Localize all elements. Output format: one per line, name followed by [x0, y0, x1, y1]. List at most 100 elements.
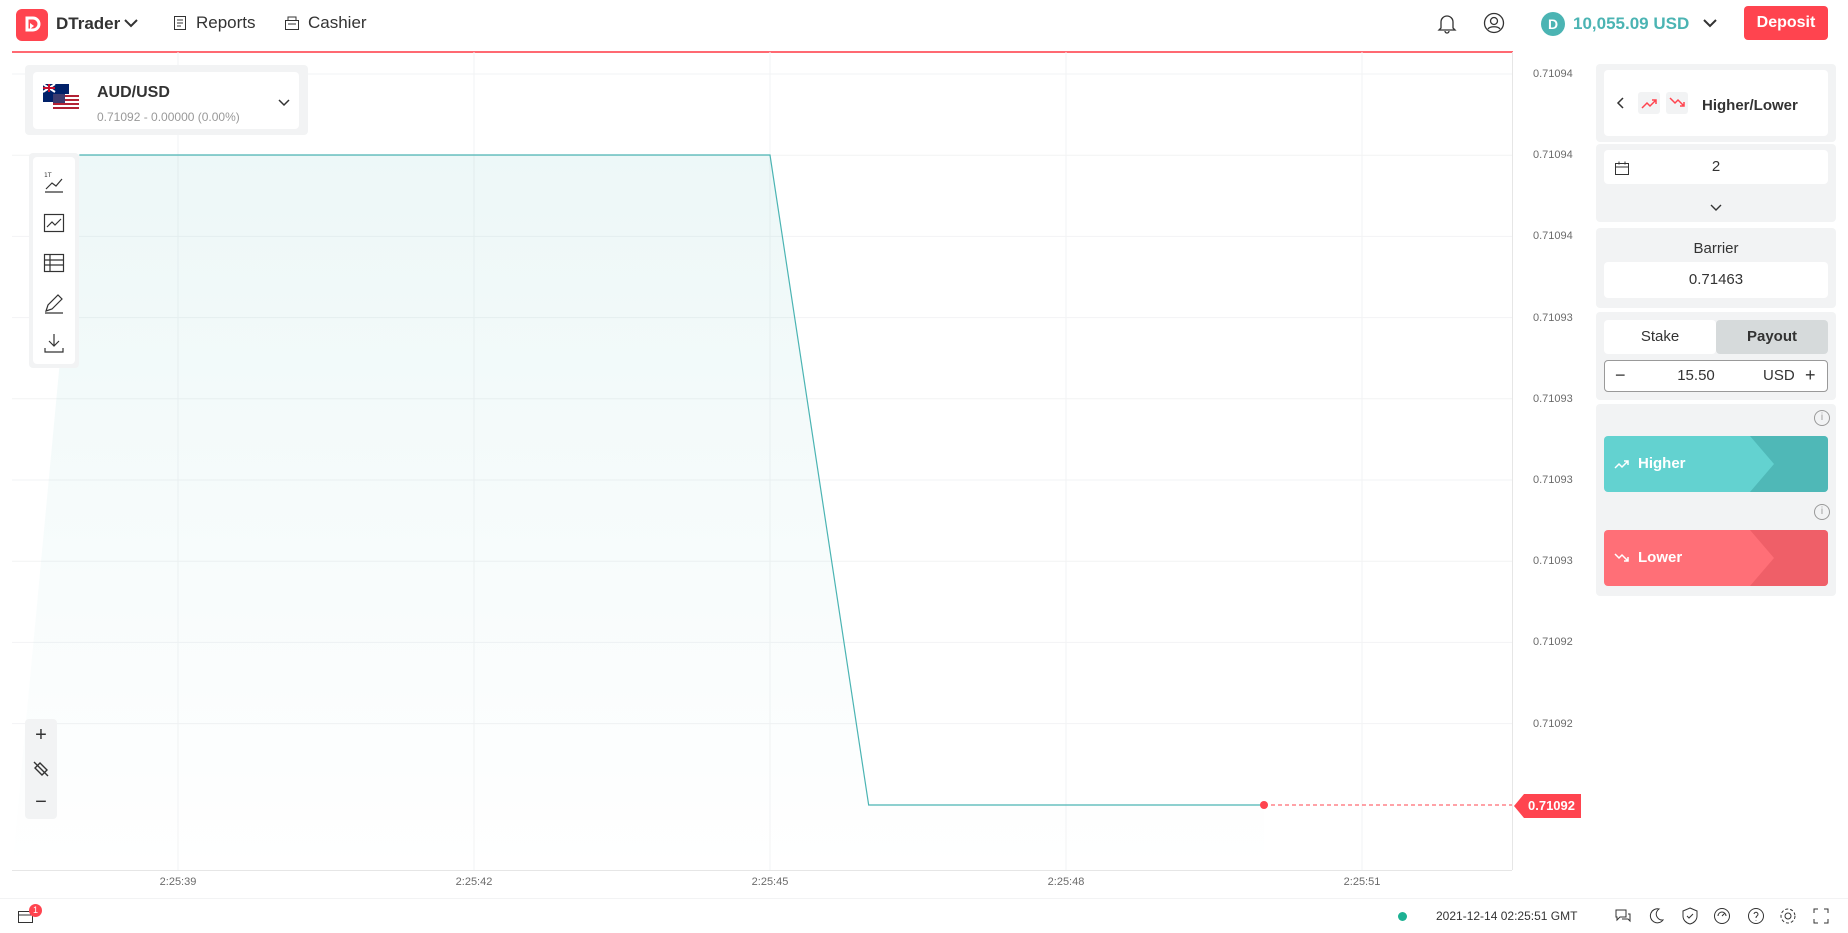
- reset-zoom-button[interactable]: [25, 753, 57, 785]
- help-icon[interactable]: [1747, 907, 1765, 930]
- increment-button[interactable]: +: [1805, 365, 1816, 385]
- amount-value: 15.50: [1677, 367, 1715, 384]
- header: DTrader Reports Cashier D 10,055.09 USD …: [0, 0, 1848, 48]
- chart-type-icon[interactable]: 1T: [42, 171, 66, 195]
- chevron-down-icon[interactable]: [123, 15, 139, 36]
- barrier-line: [12, 51, 1513, 53]
- lower-label: Lower: [1638, 549, 1683, 566]
- lower-button[interactable]: Lower: [1604, 530, 1828, 586]
- templates-icon[interactable]: [42, 251, 66, 275]
- footer: 1 2021-12-14 02:25:51 GMT: [0, 898, 1848, 933]
- market-selector[interactable]: AUD/USD 0.71092 - 0.00000 (0.00%): [25, 65, 308, 135]
- settings-icon[interactable]: [1779, 907, 1797, 930]
- x-axis-tick: 2:25:39: [159, 876, 197, 888]
- x-axis-tick: 2:25:48: [1047, 876, 1085, 888]
- y-axis-tick: 0.71092: [1533, 636, 1573, 649]
- deriv-logo[interactable]: [16, 9, 48, 41]
- price-area: [12, 155, 1264, 870]
- shield-icon[interactable]: [1681, 907, 1699, 930]
- aud-usd-flag-icon: [43, 84, 79, 112]
- y-axis-tick: 0.71093: [1533, 555, 1573, 568]
- gauge-icon[interactable]: [1713, 907, 1731, 930]
- account-icon[interactable]: [1483, 12, 1505, 39]
- chat-icon[interactable]: [1614, 907, 1632, 930]
- reports-link[interactable]: Reports: [172, 13, 256, 33]
- y-axis-tick: 0.71093: [1533, 311, 1573, 324]
- barrier-input[interactable]: 0.71463: [1604, 262, 1828, 298]
- current-price-tag: 0.71092: [1514, 794, 1581, 818]
- network-status-icon: [1398, 912, 1407, 921]
- notification-badge: 1: [29, 904, 42, 917]
- x-axis-tick: 2:25:45: [751, 876, 789, 888]
- duration-value: 2: [1711, 158, 1721, 175]
- server-time: 2021-12-14 02:25:51 GMT: [1436, 909, 1578, 923]
- chevron-left-icon[interactable]: [1614, 96, 1628, 110]
- button-shade: [1750, 436, 1828, 492]
- cashier-label: Cashier: [308, 13, 367, 32]
- demo-account-icon: D: [1541, 12, 1565, 36]
- higher-icon: [1614, 459, 1629, 469]
- trade-type-selector[interactable]: Higher/Lower: [1604, 70, 1828, 136]
- download-icon[interactable]: [42, 331, 66, 355]
- trade-type-label: Higher/Lower: [1702, 97, 1798, 114]
- price-line: [79, 154, 1264, 806]
- higher-label: Higher: [1638, 455, 1686, 472]
- y-axis-tick: 0.71093: [1533, 474, 1573, 486]
- y-axis-tick: 0.71094: [1533, 68, 1573, 80]
- barrier-card: Barrier 0.71463: [1596, 228, 1836, 308]
- info-icon[interactable]: i: [1814, 410, 1830, 426]
- trade-down-icon: [1666, 92, 1688, 114]
- reports-icon: [174, 16, 186, 30]
- y-axis-tick: 0.71093: [1533, 392, 1573, 405]
- currency-label: USD: [1763, 367, 1795, 384]
- chart-divider: [12, 870, 1512, 871]
- info-icon[interactable]: i: [1814, 504, 1830, 520]
- theme-icon[interactable]: [1647, 907, 1665, 930]
- drawing-tools-icon[interactable]: [42, 291, 66, 315]
- duration-input[interactable]: 2: [1604, 150, 1828, 184]
- zoom-out-button[interactable]: −: [35, 790, 47, 813]
- chart-divider: [1512, 52, 1513, 870]
- y-axis-tick: 0.71092: [1533, 717, 1573, 730]
- zoom-in-button[interactable]: +: [35, 723, 47, 746]
- x-axis-tick: 2:25:51: [1343, 876, 1381, 888]
- duration-card: 2: [1596, 144, 1836, 222]
- tab-stake[interactable]: Stake: [1604, 320, 1716, 354]
- tab-payout[interactable]: Payout: [1716, 320, 1828, 354]
- higher-button[interactable]: Higher: [1604, 436, 1828, 492]
- deposit-button[interactable]: Deposit: [1744, 6, 1828, 40]
- chevron-down-icon[interactable]: [1702, 15, 1718, 36]
- zoom-controls: + −: [25, 719, 57, 819]
- chart-toolbar: 1T: [29, 153, 79, 368]
- barrier-value: 0.71463: [1688, 271, 1744, 288]
- x-axis-tick: 2:25:42: [455, 876, 493, 888]
- trade-up-icon: [1638, 92, 1660, 114]
- last-tick-marker: [1260, 801, 1268, 809]
- calendar-icon: [1615, 161, 1629, 175]
- reports-label: Reports: [196, 13, 256, 32]
- market-quote: 0.71092 - 0.00000 (0.00%): [97, 110, 240, 124]
- balance-value: 10,055.09 USD: [1573, 14, 1690, 33]
- barrier-label: Barrier: [1693, 240, 1739, 257]
- indicators-icon[interactable]: [42, 211, 66, 235]
- account-balance[interactable]: D 10,055.09 USD: [1541, 12, 1689, 36]
- decrement-button[interactable]: −: [1615, 365, 1626, 385]
- trade-type-card: Higher/Lower: [1596, 64, 1836, 142]
- cashier-link[interactable]: Cashier: [284, 13, 367, 33]
- lower-icon: [1614, 552, 1629, 562]
- fullscreen-icon[interactable]: [1812, 907, 1830, 930]
- amount-card: Stake Payout − 15.50 USD +: [1596, 312, 1836, 400]
- amount-input[interactable]: − 15.50 USD +: [1604, 360, 1828, 392]
- purchase-card: i Higher i Lower: [1596, 404, 1836, 596]
- y-axis-tick: 0.71094: [1533, 230, 1573, 243]
- notifications-icon[interactable]: [1436, 12, 1458, 39]
- button-shade: [1750, 530, 1828, 586]
- chevron-down-icon[interactable]: [1708, 199, 1724, 215]
- market-name: AUD/USD: [97, 84, 170, 101]
- y-axis-tick: 0.71094: [1533, 149, 1573, 162]
- chevron-down-icon[interactable]: [276, 94, 292, 115]
- app-switcher-label[interactable]: DTrader: [56, 14, 121, 33]
- cashier-icon: [285, 16, 299, 30]
- svg-text:1T: 1T: [44, 172, 52, 179]
